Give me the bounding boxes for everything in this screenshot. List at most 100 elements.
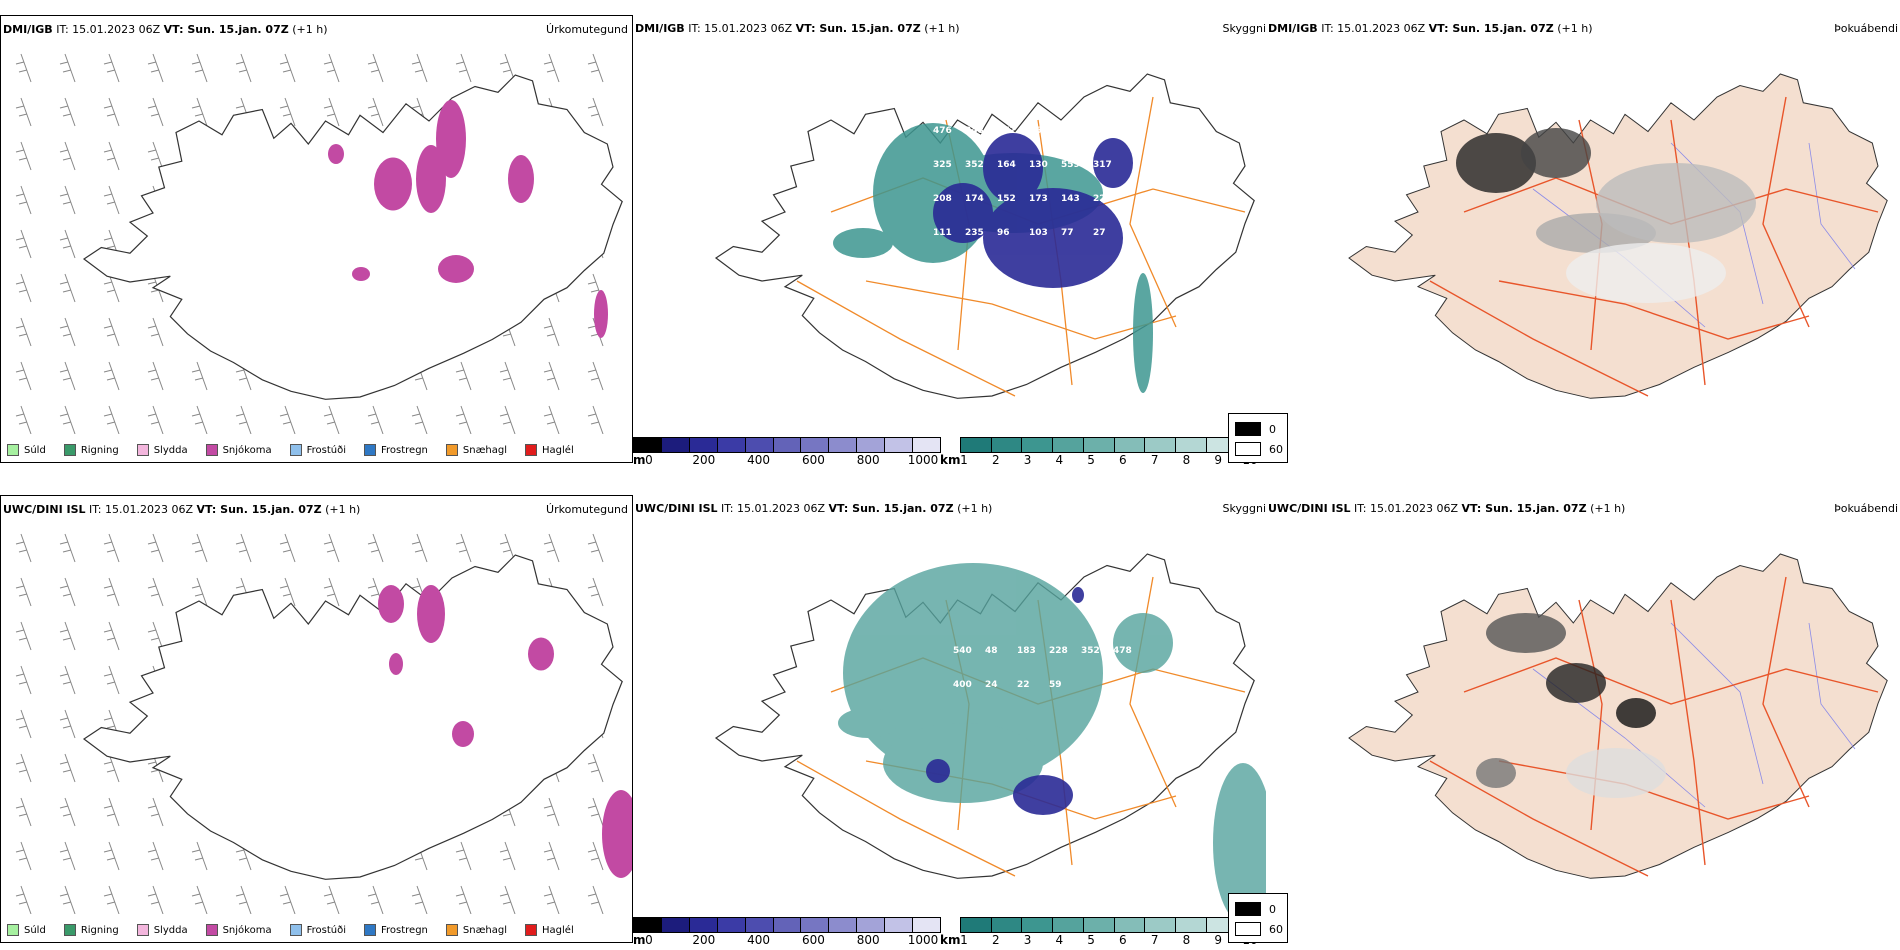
wind-barb	[411, 405, 428, 434]
cloud-ceiling-label: 229	[1093, 194, 1112, 204]
legend-item: Snjókoma	[205, 444, 272, 456]
wind-barb	[323, 405, 340, 434]
wind-barb	[191, 97, 208, 127]
wind-barb	[147, 361, 164, 391]
cloud-ceiling-label: 173	[1029, 194, 1048, 204]
cloud-ceiling-label: 228	[1049, 646, 1068, 656]
wind-barb	[411, 885, 428, 914]
road-line	[796, 280, 1016, 397]
colorbar-tick: 9	[1214, 933, 1223, 947]
wind-barb	[543, 53, 560, 83]
road-line	[1670, 599, 1706, 866]
wind-barb	[15, 317, 32, 347]
colorbar-tick: 9	[1214, 453, 1223, 467]
legend-swatch	[136, 924, 149, 936]
wind-barb	[59, 97, 76, 127]
wind-barb	[235, 885, 252, 914]
colorbar-tick: 1000	[907, 933, 939, 947]
fog-area	[1521, 128, 1591, 178]
colorbar-tick: 8	[1182, 453, 1191, 467]
wind-barb	[59, 141, 76, 171]
snowfall-area	[508, 155, 534, 203]
wind-barb	[587, 97, 604, 127]
legend-swatch	[7, 444, 19, 456]
cloud-ceiling-label: 183	[1017, 646, 1036, 656]
wind-barb	[103, 141, 120, 171]
wind-barb	[59, 709, 76, 739]
fog-index-legend: 0 60	[1228, 413, 1288, 463]
legend-label: Rigning	[80, 924, 119, 936]
wind-barb	[103, 273, 120, 303]
road-line	[1129, 96, 1177, 328]
variable-title: Úrkomutegund	[546, 23, 628, 36]
cloud-ceiling-label: 248	[965, 126, 984, 136]
wind-barb	[587, 533, 604, 563]
cloud-ceiling-label: 352	[965, 160, 984, 170]
cloud-ceiling-area	[933, 183, 993, 243]
colorbar-tick: 200	[692, 933, 716, 947]
wind-barb	[499, 885, 516, 914]
precip-type-legend: Súld Rigning Slydda Snjókoma Frostúði Frostre…	[7, 444, 582, 456]
cloud-ceiling-label: 103	[1029, 228, 1048, 238]
cloud-ceiling-label: 111	[933, 228, 952, 238]
colorbar-segment	[717, 438, 746, 452]
colorbar-segment	[661, 438, 690, 452]
cloud-ceiling-label: 24	[985, 680, 998, 690]
visibility-area	[843, 563, 1103, 783]
wind-barb	[147, 405, 164, 434]
wind-barb	[543, 317, 560, 347]
cloud-ceiling-label: 157	[1061, 126, 1080, 136]
wind-barb	[455, 885, 472, 914]
wind-barb	[587, 361, 604, 391]
wind-barb	[543, 361, 560, 391]
wind-barb	[15, 577, 32, 607]
fog-panel-row2: UWC/DINI ISL IT: 15.01.2023 06Z VT: Sun.…	[1228, 495, 1900, 943]
legend-label: Frostregn	[381, 444, 428, 456]
wind-barb	[15, 97, 32, 127]
wind-barb	[191, 577, 208, 607]
road-line	[1429, 760, 1649, 877]
cloud-ceiling-label: 476	[933, 126, 952, 136]
colorbar-segment	[913, 918, 940, 932]
wind-barb	[587, 577, 604, 607]
cloud-ceiling-label: 22	[1017, 680, 1030, 690]
colorbar-tick: 0	[645, 453, 653, 467]
visibility-colorbar	[960, 917, 1268, 933]
cloud-ceiling-area	[1072, 587, 1084, 603]
precip-panel-row2: UWC/DINI ISL IT: 15.01.2023 06Z VT: Sun.…	[0, 495, 633, 943]
legend-item: Snæhagl	[445, 924, 507, 936]
cloud-ceiling-label: 317	[1093, 160, 1112, 170]
colorbar-tick: 3	[1023, 933, 1032, 947]
cloud-ceiling-unit: m	[633, 933, 646, 947]
wind-barb	[15, 841, 32, 871]
colorbar-tick: 1	[960, 453, 968, 467]
legend-label: Slydda	[153, 924, 188, 936]
wind-barb	[59, 273, 76, 303]
legend-item: Slydda	[136, 444, 188, 456]
fog-area	[1476, 758, 1516, 788]
wind-barb	[15, 709, 32, 739]
cloud-ceiling-area	[1093, 138, 1133, 188]
colorbar-tick: 2	[991, 933, 1000, 947]
snowfall-area	[602, 790, 632, 878]
colorbar-tick: 2	[991, 453, 1000, 467]
wind-barb	[59, 885, 76, 914]
river-line	[1808, 142, 1856, 270]
colorbar-segment	[634, 918, 662, 932]
legend-swatch	[63, 444, 76, 456]
cloud-ceiling-label: 174	[965, 194, 984, 204]
wind-barb	[587, 841, 604, 871]
wind-barb	[103, 317, 120, 347]
colorbar-tick: 1	[960, 933, 968, 947]
wind-barb	[15, 753, 32, 783]
road-line	[1463, 657, 1879, 705]
cloud-ceiling-label: 115	[1093, 126, 1112, 136]
colorbar-tick: 8	[1182, 933, 1191, 947]
fog-panel-row1: DMI/IGB IT: 15.01.2023 06Z VT: Sun. 15.j…	[1228, 15, 1900, 463]
wind-barb	[103, 533, 120, 563]
colorbar-segment	[801, 438, 830, 452]
wind-barb	[15, 797, 32, 827]
legend-swatch	[445, 444, 458, 456]
snowfall-area	[452, 721, 474, 747]
colorbar-tick: 7	[1150, 933, 1159, 947]
